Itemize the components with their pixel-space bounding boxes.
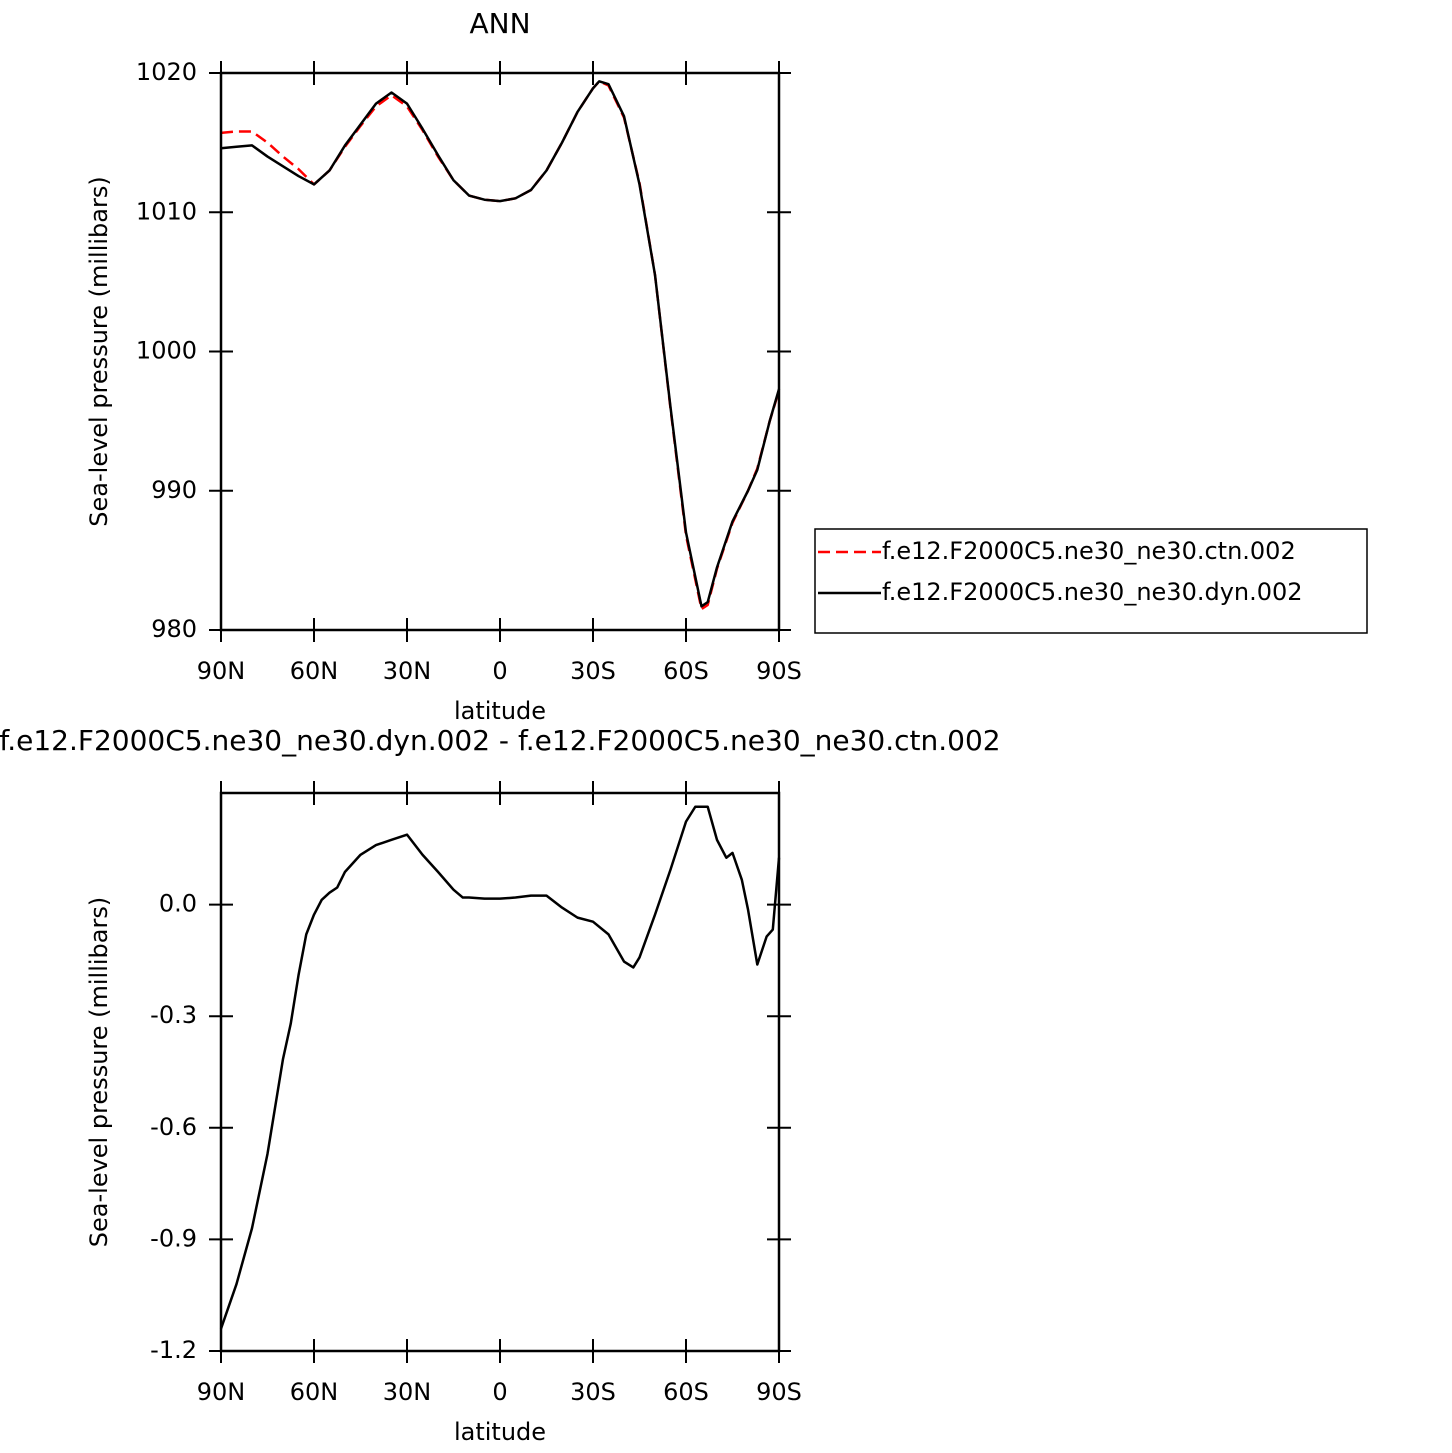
legend-label: f.e12.F2000C5.ne30_ne30.dyn.002	[882, 578, 1303, 606]
x-tick-label: 60S	[663, 657, 709, 685]
x-tick-label: 30S	[570, 657, 616, 685]
y-axis-label: Sea-level pressure (millibars)	[85, 897, 113, 1247]
plot-frame	[219, 71, 781, 632]
y-tick-label: -1.2	[150, 1336, 197, 1364]
y-tick-label: 980	[151, 615, 197, 643]
y-axis-label: Sea-level pressure (millibars)	[85, 176, 113, 526]
y-tick-label: 0.0	[159, 890, 197, 918]
x-tick-label: 90S	[756, 1378, 802, 1406]
legend-box	[814, 528, 1368, 634]
x-tick-label: 0	[492, 657, 507, 685]
series-line	[219, 805, 781, 1330]
y-tick-label: 1010	[136, 197, 197, 225]
y-tick-label: -0.3	[150, 1001, 197, 1029]
x-tick-label: 0	[492, 1378, 507, 1406]
x-axis-label: latitude	[454, 697, 546, 725]
x-tick-label: 30N	[383, 1378, 432, 1406]
x-tick-label: 60S	[663, 1378, 709, 1406]
y-tick-label: -0.9	[150, 1224, 197, 1252]
chart-title: f.e12.F2000C5.ne30_ne30.dyn.002 - f.e12.…	[0, 724, 1001, 757]
series-line	[220, 80, 781, 608]
x-tick-label: 60N	[290, 657, 339, 685]
x-tick-label: 30N	[383, 657, 432, 685]
y-tick-label: -0.6	[150, 1113, 197, 1141]
y-tick-label: 1020	[136, 58, 197, 86]
x-tick-label: 30S	[570, 1378, 616, 1406]
chart-title: ANN	[469, 7, 530, 40]
plot-frame	[219, 791, 781, 1353]
series-line	[220, 80, 781, 611]
legend-label: f.e12.F2000C5.ne30_ne30.ctn.002	[882, 537, 1296, 565]
x-tick-label: 60N	[290, 1378, 339, 1406]
y-tick-label: 990	[151, 476, 197, 504]
x-tick-label: 90N	[197, 657, 246, 685]
x-axis-label: latitude	[454, 1418, 546, 1446]
y-tick-label: 1000	[136, 337, 197, 365]
x-tick-label: 90S	[756, 657, 802, 685]
x-tick-label: 90N	[197, 1378, 246, 1406]
